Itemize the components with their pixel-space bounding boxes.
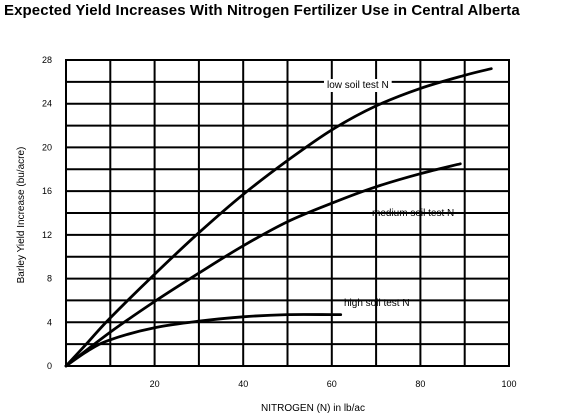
series-line-high-soil-test-n xyxy=(64,313,343,368)
y-tick-label: 16 xyxy=(42,186,52,196)
y-tick-label: 8 xyxy=(47,274,52,284)
series-label-low: low soil test N xyxy=(327,80,389,91)
x-tick-label: 20 xyxy=(150,379,160,389)
series-label-high: high soil test N xyxy=(344,298,410,309)
x-tick-label: 60 xyxy=(327,379,337,389)
x-tick-label: 100 xyxy=(501,379,516,389)
y-tick-label: 24 xyxy=(42,99,52,109)
y-axis-label: Barley Yield Increase (bu/acre) xyxy=(16,147,27,284)
grid xyxy=(65,59,510,367)
series-label-background xyxy=(324,79,392,92)
y-tick-label: 28 xyxy=(42,55,52,65)
plot-frame xyxy=(65,59,510,367)
series-line-low-soil-test-n xyxy=(64,67,493,368)
x-axis-label: NITROGEN (N) in lb/ac xyxy=(261,403,365,414)
series-line-medium-soil-test-n xyxy=(64,162,462,368)
y-tick-label: 0 xyxy=(47,361,52,371)
series-labels: low soil test N medium soil test N high so… xyxy=(324,79,454,309)
y-tick-label: 20 xyxy=(42,142,52,152)
y-tick-label: 4 xyxy=(47,317,52,327)
series-lines xyxy=(64,67,493,368)
y-tick-label: 12 xyxy=(42,230,52,240)
x-tick-labels: 20 40 60 80 100 xyxy=(150,379,517,389)
chart-title: Expected Yield Increases With Nitrogen F… xyxy=(4,2,520,19)
y-tick-labels: 0 4 8 12 16 20 24 28 xyxy=(42,55,52,371)
series-label-medium: medium soil test N xyxy=(372,208,454,219)
x-tick-label: 80 xyxy=(415,379,425,389)
x-tick-label: 40 xyxy=(238,379,248,389)
